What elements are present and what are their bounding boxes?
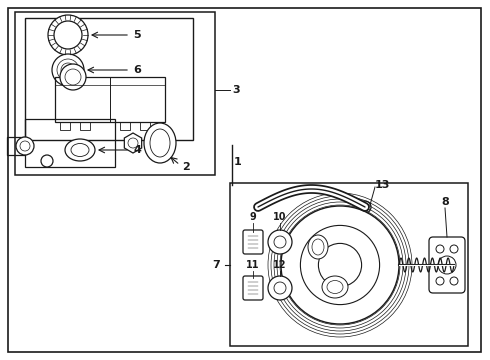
Circle shape — [48, 15, 88, 55]
Circle shape — [41, 155, 53, 167]
Ellipse shape — [308, 235, 328, 259]
Circle shape — [52, 54, 84, 86]
Ellipse shape — [144, 123, 176, 163]
Text: 8: 8 — [441, 197, 449, 207]
Text: 5: 5 — [133, 30, 141, 40]
Text: 2: 2 — [182, 162, 190, 172]
Circle shape — [274, 282, 286, 294]
Circle shape — [268, 276, 292, 300]
Circle shape — [318, 243, 362, 287]
Circle shape — [450, 245, 458, 253]
Circle shape — [16, 137, 34, 155]
Ellipse shape — [65, 139, 95, 161]
Text: 11: 11 — [246, 260, 260, 270]
Circle shape — [60, 64, 86, 90]
Bar — [15, 12, 215, 175]
Bar — [25, 18, 193, 140]
Circle shape — [54, 21, 82, 49]
Circle shape — [359, 201, 371, 213]
Bar — [230, 183, 468, 346]
Ellipse shape — [71, 144, 89, 157]
Circle shape — [300, 225, 380, 305]
Ellipse shape — [150, 129, 170, 157]
Bar — [25, 119, 115, 167]
Circle shape — [450, 277, 458, 285]
Text: 3: 3 — [232, 85, 240, 95]
Circle shape — [436, 277, 444, 285]
FancyBboxPatch shape — [243, 230, 263, 254]
Circle shape — [274, 236, 286, 248]
Circle shape — [436, 245, 444, 253]
Text: 12: 12 — [273, 260, 287, 270]
FancyBboxPatch shape — [243, 276, 263, 300]
Bar — [60, 122, 70, 130]
Text: 13: 13 — [375, 180, 391, 190]
Text: 7: 7 — [212, 260, 220, 270]
Text: 4: 4 — [133, 145, 141, 155]
Ellipse shape — [322, 276, 348, 298]
Text: 1: 1 — [234, 157, 242, 167]
Circle shape — [438, 256, 456, 274]
FancyBboxPatch shape — [429, 237, 465, 293]
Circle shape — [268, 230, 292, 254]
Bar — [120, 122, 130, 130]
Bar — [454, 259, 462, 271]
Text: 10: 10 — [273, 212, 287, 222]
Circle shape — [281, 206, 399, 324]
Bar — [55, 77, 165, 122]
Bar — [80, 122, 90, 130]
Text: 6: 6 — [133, 65, 141, 75]
Bar — [140, 122, 150, 130]
Polygon shape — [124, 133, 142, 153]
Text: 9: 9 — [249, 212, 256, 222]
Bar — [7, 137, 25, 155]
